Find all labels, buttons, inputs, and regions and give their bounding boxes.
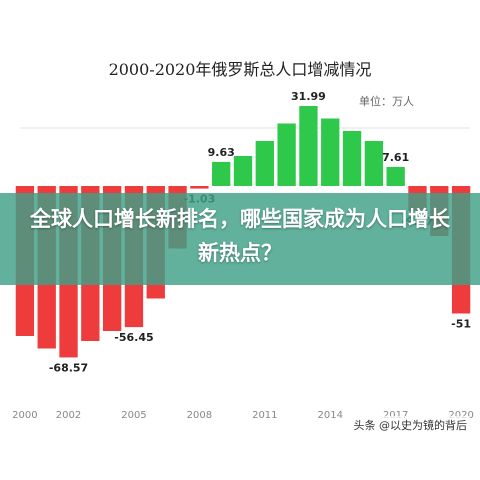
bar-2010 [233, 156, 253, 186]
x-tick-2008: 2008 [187, 410, 212, 421]
bar-2009 [212, 161, 231, 186]
watermark: 头条 @以史为镜的背后 [350, 416, 470, 434]
bar-2014 [321, 118, 340, 186]
data-label-2002: -68.57 [49, 361, 88, 374]
headline-banner [0, 193, 480, 285]
chart-title: 2000-2020年俄罗斯总人口增减情况 [108, 60, 372, 79]
x-tick-2005: 2005 [121, 410, 146, 421]
headline: 全球人口增长新排名，哪些国家成为人口增长新热点？ [30, 207, 450, 265]
bar-2011 [255, 141, 274, 186]
x-tick-2014: 2014 [318, 410, 343, 421]
bar-2013 [299, 106, 318, 186]
bar-2016 [364, 141, 384, 186]
data-label-2013: 31.99 [291, 90, 326, 103]
data-label-2009: 9.63 [208, 146, 235, 159]
bar-2008 [190, 186, 209, 189]
x-tick-2011: 2011 [252, 410, 277, 421]
x-tick-2017: 2017 [383, 410, 408, 421]
data-label-2017: 7.61 [382, 151, 409, 164]
x-tick-2000: 2000 [12, 410, 37, 421]
x-tick-2002: 2002 [56, 410, 81, 421]
unit-label: 单位：万人 [359, 95, 414, 108]
bar-2012 [277, 123, 296, 186]
bar-2015 [342, 131, 362, 186]
bar-2017 [386, 166, 405, 186]
data-label-2020: -51 [451, 318, 471, 331]
x-tick-2020: 2020 [448, 410, 473, 421]
data-label-2005: -56.45 [114, 331, 153, 344]
